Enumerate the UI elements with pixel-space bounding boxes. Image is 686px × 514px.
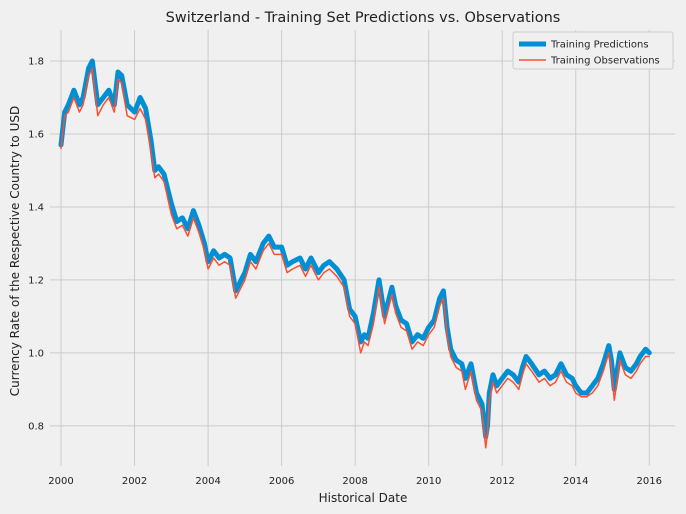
chart-title: Switzerland - Training Set Predictions v… — [166, 10, 561, 26]
x-tick-label: 2008 — [342, 476, 367, 487]
x-axis-label: Historical Date — [319, 491, 408, 505]
x-tick-label: 2012 — [489, 476, 514, 487]
x-tick-label: 2000 — [48, 476, 73, 487]
x-tick-label: 2014 — [563, 476, 588, 487]
x-tick-label: 2002 — [122, 476, 147, 487]
series-line-training-observations — [60, 67, 651, 449]
series-line-training-predictions — [58, 58, 652, 440]
x-tick-label: 2004 — [195, 476, 220, 487]
y-tick-label: 1.8 — [28, 57, 44, 68]
legend-label-observations: Training Observations — [550, 56, 660, 67]
x-tick-label: 2006 — [269, 476, 294, 487]
y-tick-label: 1.2 — [28, 275, 44, 286]
legend-label-predictions: Training Predictions — [550, 40, 649, 51]
tick-labels: 2000 2002 2004 2006 2008 2010 2012 2014 2016 0.8 1… — [28, 57, 662, 487]
x-tick-label: 2010 — [416, 476, 441, 487]
legend-box — [512, 31, 674, 70]
grid — [50, 30, 675, 466]
y-axis-label: Currency Rate of the Respective Country … — [8, 106, 22, 396]
y-tick-label: 1.6 — [28, 129, 44, 140]
series-layer — [58, 58, 652, 449]
legend: Training Predictions Training Observatio… — [512, 31, 674, 70]
x-tick-label: 2016 — [637, 476, 662, 487]
y-tick-label: 0.8 — [28, 421, 44, 432]
y-tick-label: 1.4 — [28, 202, 44, 213]
y-tick-label: 1.0 — [28, 348, 44, 359]
